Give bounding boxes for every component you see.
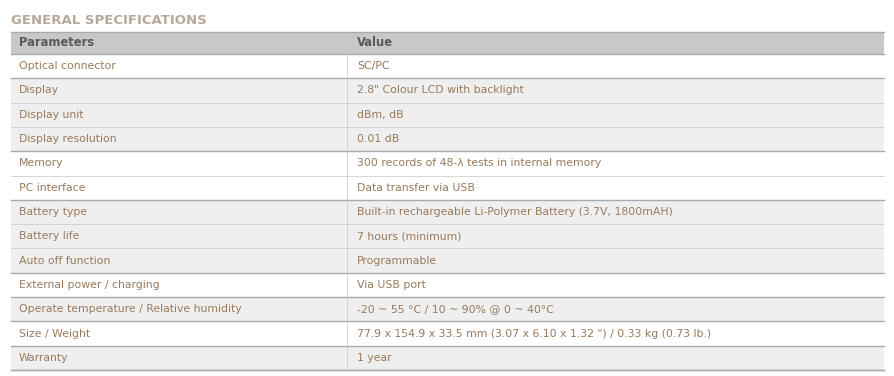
Text: Display unit: Display unit: [19, 110, 83, 120]
Text: 1 year: 1 year: [357, 353, 392, 363]
Text: PC interface: PC interface: [19, 183, 85, 193]
Text: External power / charging: External power / charging: [19, 280, 159, 290]
Text: Operate temperature / Relative humidity: Operate temperature / Relative humidity: [19, 304, 241, 314]
Text: Programmable: Programmable: [357, 256, 437, 265]
Bar: [11, 151, 883, 176]
Text: Display: Display: [19, 85, 59, 96]
Text: 77.9 x 154.9 x 33.5 mm (3.07 x 6.10 x 1.32 ") / 0.33 kg (0.73 lb.): 77.9 x 154.9 x 33.5 mm (3.07 x 6.10 x 1.…: [357, 329, 711, 338]
Bar: [11, 127, 883, 151]
Text: 0.01 dB: 0.01 dB: [357, 134, 399, 144]
Bar: [11, 78, 883, 103]
Text: Auto off function: Auto off function: [19, 256, 110, 265]
Bar: [11, 321, 883, 346]
Text: 2.8" Colour LCD with backlight: 2.8" Colour LCD with backlight: [357, 85, 523, 96]
Text: Parameters: Parameters: [19, 36, 94, 50]
Text: SC/PC: SC/PC: [357, 61, 389, 71]
Bar: [11, 176, 883, 200]
Text: GENERAL SPECIFICATIONS: GENERAL SPECIFICATIONS: [11, 14, 207, 27]
Bar: [11, 249, 883, 273]
Bar: [11, 32, 883, 54]
Bar: [11, 273, 883, 297]
Text: Size / Weight: Size / Weight: [19, 329, 90, 338]
Bar: [11, 200, 883, 224]
Text: 7 hours (minimum): 7 hours (minimum): [357, 231, 461, 241]
Text: Display resolution: Display resolution: [19, 134, 116, 144]
Text: Memory: Memory: [19, 158, 63, 168]
Bar: [11, 346, 883, 370]
Bar: [11, 224, 883, 249]
Text: Optical connector: Optical connector: [19, 61, 115, 71]
Text: Built-in rechargeable Li-Polymer Battery (3.7V, 1800mAH): Built-in rechargeable Li-Polymer Battery…: [357, 207, 672, 217]
Text: Value: Value: [357, 36, 392, 50]
Text: Data transfer via USB: Data transfer via USB: [357, 183, 475, 193]
Bar: [11, 297, 883, 321]
Text: -20 ~ 55 °C / 10 ~ 90% @ 0 ~ 40°C: -20 ~ 55 °C / 10 ~ 90% @ 0 ~ 40°C: [357, 304, 553, 314]
Text: 300 records of 48-λ tests in internal memory: 300 records of 48-λ tests in internal me…: [357, 158, 601, 168]
Text: dBm, dB: dBm, dB: [357, 110, 403, 120]
Text: Via USB port: Via USB port: [357, 280, 426, 290]
Text: Battery life: Battery life: [19, 231, 80, 241]
Bar: [11, 54, 883, 78]
Bar: [11, 103, 883, 127]
Text: Battery type: Battery type: [19, 207, 87, 217]
Text: Warranty: Warranty: [19, 353, 69, 363]
